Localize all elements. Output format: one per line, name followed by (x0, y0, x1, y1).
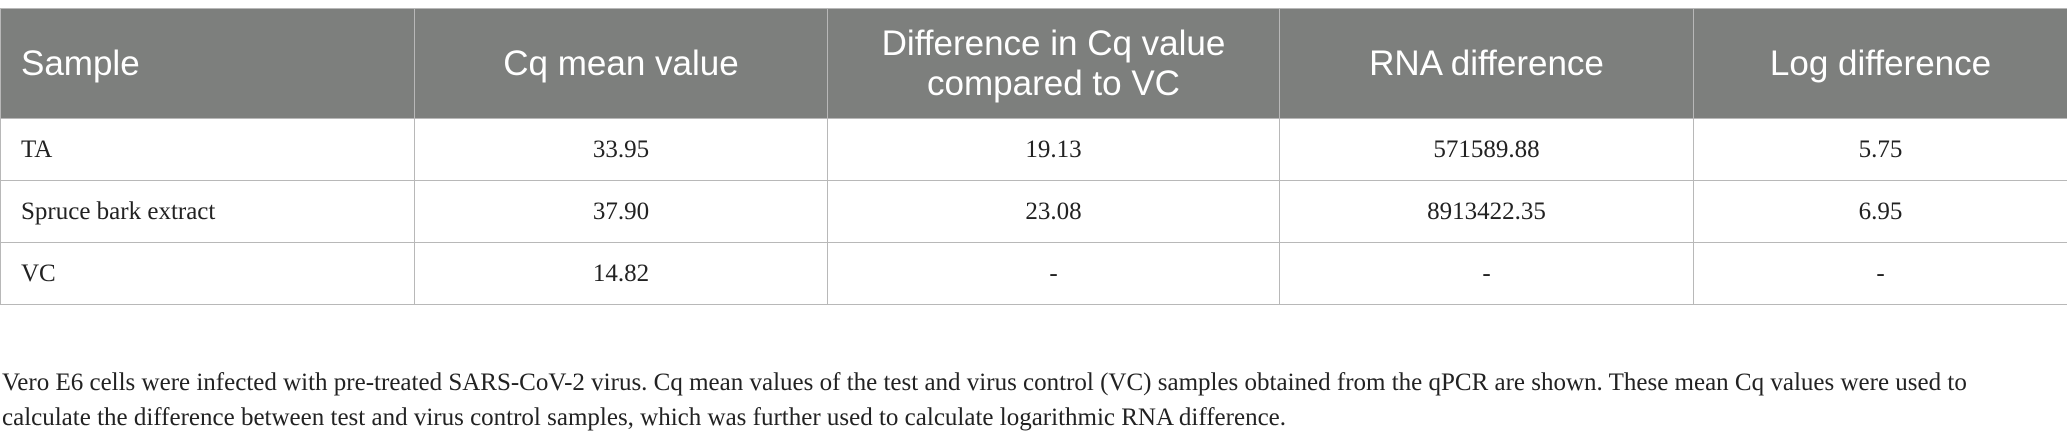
header-cq-mean: Cq mean value (414, 8, 828, 119)
cell-cq-difference: 23.08 (827, 180, 1280, 243)
header-sample: Sample (0, 8, 415, 119)
table-caption: Vero E6 cells were infected with pre-tre… (2, 369, 1967, 431)
cell-sample: TA (0, 118, 415, 181)
cell-log-difference: 6.95 (1693, 180, 2067, 243)
header-rna-difference: RNA difference (1279, 8, 1694, 119)
cell-rna-difference: 571589.88 (1279, 118, 1694, 181)
table-row: TA 33.95 19.13 571589.88 5.75 (0, 118, 2067, 181)
cell-rna-difference: - (1279, 242, 1694, 305)
cell-cq-mean: 14.82 (414, 242, 828, 305)
table-header: Sample Cq mean value Difference in Cq va… (0, 8, 2067, 119)
cell-sample: VC (0, 242, 415, 305)
cell-cq-difference: 19.13 (827, 118, 1280, 181)
cell-sample: Spruce bark extract (0, 180, 415, 243)
cell-log-difference: - (1693, 242, 2067, 305)
header-row: Sample Cq mean value Difference in Cq va… (0, 8, 2067, 119)
cell-cq-difference: - (827, 242, 1280, 305)
table-row: Spruce bark extract 37.90 23.08 8913422.… (0, 180, 2067, 243)
cell-rna-difference: 8913422.35 (1279, 180, 1694, 243)
cell-log-difference: 5.75 (1693, 118, 2067, 181)
header-cq-difference: Difference in Cq value compared to VC (827, 8, 1280, 119)
data-table: Sample Cq mean value Difference in Cq va… (0, 8, 2067, 305)
table-body: TA 33.95 19.13 571589.88 5.75 Spruce bar… (0, 118, 2067, 305)
cell-cq-mean: 37.90 (414, 180, 828, 243)
header-log-difference: Log difference (1693, 8, 2067, 119)
table-row: VC 14.82 - - - (0, 242, 2067, 305)
cell-cq-mean: 33.95 (414, 118, 828, 181)
